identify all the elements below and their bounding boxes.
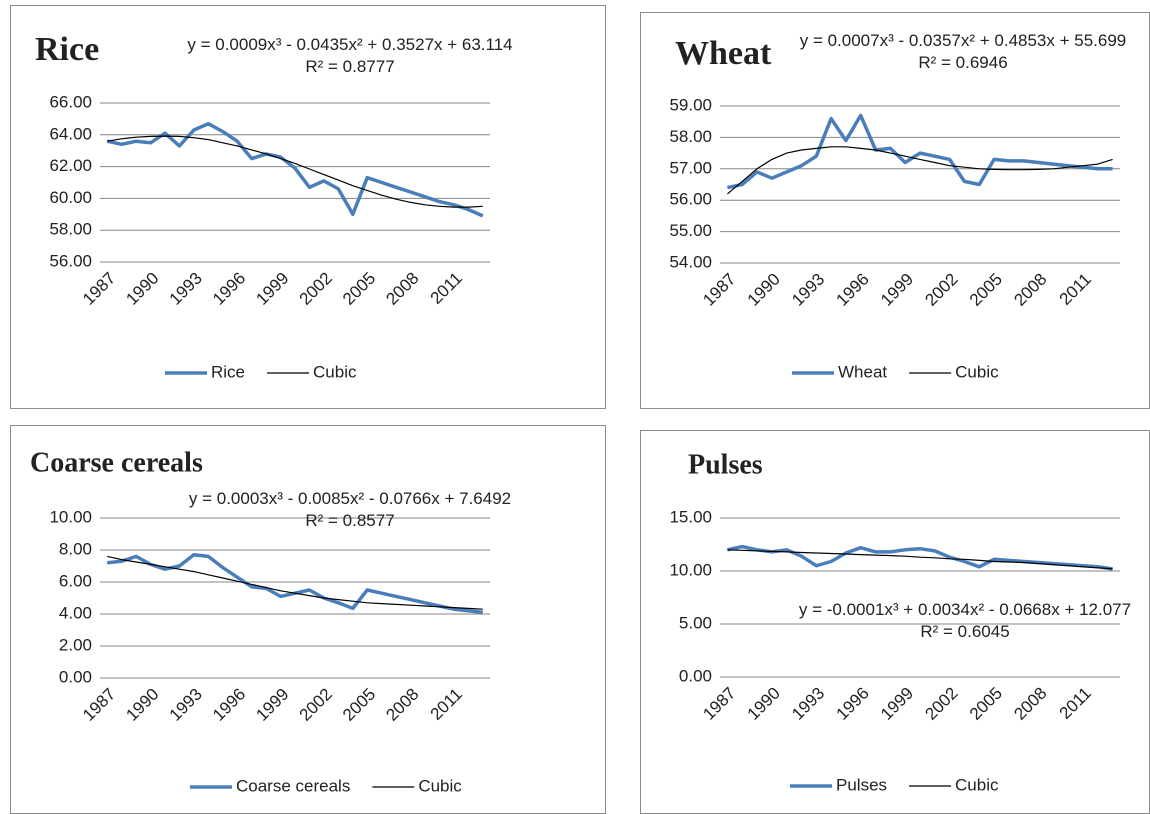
x-tick-label: 2002 bbox=[296, 269, 336, 309]
x-tick-label: 2008 bbox=[1010, 684, 1050, 724]
chart-title: Coarse cereals bbox=[30, 447, 203, 478]
legend-label: Wheat bbox=[838, 362, 887, 381]
x-tick-label: 2005 bbox=[966, 684, 1006, 724]
trend-annotation: y = 0.0003x³ - 0.0085x² - 0.0766x + 7.64… bbox=[188, 489, 512, 508]
x-tick-label: 2008 bbox=[1010, 270, 1050, 310]
data-line bbox=[107, 553, 483, 615]
x-tick-label: 1999 bbox=[877, 684, 917, 724]
y-tick-label: 59.00 bbox=[669, 95, 712, 114]
x-tick-label: 2011 bbox=[1056, 684, 1095, 723]
y-tick-label: 54.00 bbox=[669, 252, 712, 271]
trend-annotation: R² = 0.6946 bbox=[918, 53, 1008, 72]
x-tick-label: 2008 bbox=[382, 269, 422, 309]
y-tick-label: 6.00 bbox=[59, 571, 92, 590]
x-tick-label: 1999 bbox=[252, 269, 292, 309]
trend-annotation: R² = 0.8777 bbox=[305, 57, 395, 76]
chart-title: Wheat bbox=[675, 35, 772, 72]
trend-annotation: y = 0.0007x³ - 0.0357x² + 0.4853x + 55.6… bbox=[799, 31, 1127, 50]
y-tick-label: 56.00 bbox=[49, 251, 92, 270]
x-tick-label: 1993 bbox=[166, 685, 206, 725]
x-tick-label: 1987 bbox=[699, 270, 739, 310]
trend-line bbox=[727, 549, 1113, 570]
x-tick-label: 1996 bbox=[209, 685, 249, 725]
y-tick-label: 8.00 bbox=[59, 539, 92, 558]
y-tick-label: 10.00 bbox=[49, 507, 92, 526]
x-tick-label: 1993 bbox=[166, 269, 206, 309]
y-tick-label: 55.00 bbox=[669, 221, 712, 240]
x-tick-label: 2005 bbox=[339, 269, 379, 309]
x-tick-label: 2011 bbox=[427, 269, 466, 308]
x-tick-label: 1996 bbox=[833, 270, 873, 310]
y-tick-label: 5.00 bbox=[679, 613, 712, 632]
x-tick-label: 1996 bbox=[209, 269, 249, 309]
x-tick-label: 1990 bbox=[744, 684, 784, 724]
trend-annotation: y = -0.0001x³ + 0.0034x² - 0.0668x + 12.… bbox=[798, 600, 1132, 619]
trend-equation-box: y = 0.0003x³ - 0.0085x² - 0.0766x + 7.64… bbox=[170, 488, 530, 532]
legend-label: Cubic bbox=[955, 775, 999, 794]
y-tick-label: 66.00 bbox=[49, 92, 92, 111]
y-tick-label: 60.00 bbox=[49, 188, 92, 207]
legend-label: Coarse cereals bbox=[236, 776, 350, 795]
panel-border bbox=[10, 425, 606, 814]
x-tick-label: 1987 bbox=[79, 269, 119, 309]
trend-line bbox=[727, 146, 1113, 195]
legend-label: Pulses bbox=[836, 775, 887, 794]
x-tick-label: 1990 bbox=[122, 685, 162, 725]
y-tick-label: 56.00 bbox=[669, 190, 712, 209]
trend-line bbox=[107, 555, 483, 610]
y-tick-label: 64.00 bbox=[49, 124, 92, 143]
legend-label: Cubic bbox=[313, 362, 357, 381]
trend-annotation: y = 0.0009x³ - 0.0435x² + 0.3527x + 63.1… bbox=[187, 35, 513, 54]
trend-equation-box: y = 0.0009x³ - 0.0435x² + 0.3527x + 63.1… bbox=[165, 34, 535, 78]
y-tick-label: 0.00 bbox=[59, 667, 92, 686]
y-tick-label: 58.00 bbox=[49, 220, 92, 239]
x-tick-label: 1990 bbox=[744, 270, 784, 310]
y-tick-label: 57.00 bbox=[669, 158, 712, 177]
x-tick-label: 2005 bbox=[339, 685, 379, 725]
x-tick-label: 2002 bbox=[296, 685, 336, 725]
x-tick-label: 2008 bbox=[382, 685, 422, 725]
trend-annotation: R² = 0.6045 bbox=[920, 622, 1010, 641]
y-tick-label: 4.00 bbox=[59, 603, 92, 622]
x-tick-label: 2005 bbox=[966, 270, 1006, 310]
x-tick-label: 1993 bbox=[788, 270, 828, 310]
y-tick-label: 15.00 bbox=[669, 507, 712, 526]
trend-annotation: R² = 0.8577 bbox=[305, 511, 395, 530]
y-tick-label: 62.00 bbox=[49, 156, 92, 175]
legend-label: Cubic bbox=[418, 776, 462, 795]
x-tick-label: 1999 bbox=[877, 270, 917, 310]
y-tick-label: 58.00 bbox=[669, 127, 712, 146]
trend-line bbox=[107, 135, 483, 208]
legend-label: Rice bbox=[211, 362, 245, 381]
x-tick-label: 1987 bbox=[699, 684, 739, 724]
x-tick-label: 1993 bbox=[788, 684, 828, 724]
data-line bbox=[106, 121, 484, 218]
y-tick-label: 0.00 bbox=[679, 666, 712, 685]
x-tick-label: 2011 bbox=[427, 685, 466, 724]
y-tick-label: 10.00 bbox=[669, 560, 712, 579]
y-tick-label: 2.00 bbox=[59, 635, 92, 654]
trend-equation-box: y = 0.0007x³ - 0.0357x² + 0.4853x + 55.6… bbox=[783, 30, 1143, 74]
legend-label: Cubic bbox=[955, 362, 999, 381]
trend-equation-box: y = -0.0001x³ + 0.0034x² - 0.0668x + 12.… bbox=[780, 599, 1150, 643]
x-tick-label: 2002 bbox=[921, 684, 961, 724]
x-tick-label: 1999 bbox=[252, 685, 292, 725]
data-line bbox=[727, 113, 1113, 190]
chart-title: Pulses bbox=[688, 449, 763, 480]
x-tick-label: 1990 bbox=[122, 269, 162, 309]
chart-title: Rice bbox=[35, 31, 99, 68]
x-tick-label: 2002 bbox=[921, 270, 961, 310]
x-tick-label: 1987 bbox=[79, 685, 119, 725]
panel-border bbox=[10, 5, 606, 409]
x-tick-label: 1996 bbox=[833, 684, 873, 724]
x-tick-label: 2011 bbox=[1056, 270, 1095, 309]
